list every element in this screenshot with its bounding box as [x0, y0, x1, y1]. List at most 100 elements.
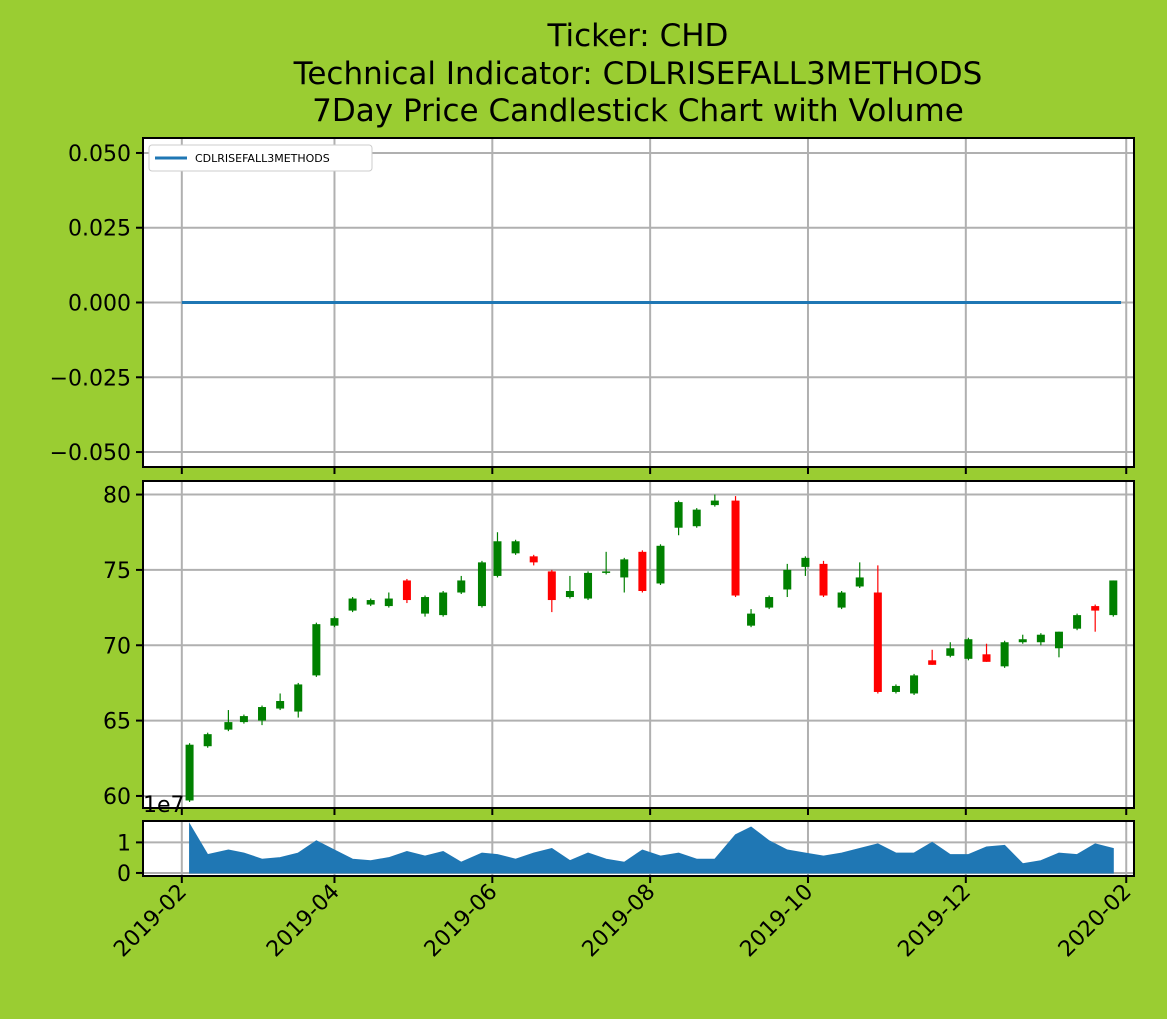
candle-2019-06-03: [493, 532, 502, 578]
x-tick-label-6: 2020-02: [1054, 880, 1137, 963]
x-tick-label-4: 2019-10: [736, 880, 819, 963]
candle-2019-02-25: [239, 714, 248, 724]
candle-body: [348, 598, 357, 611]
candle-2019-05-06: [421, 595, 430, 617]
indicator-frame: [142, 137, 1135, 468]
candle-2019-09-09: [747, 609, 756, 628]
candle-body: [620, 559, 629, 578]
x-tick-label-1: 2019-04: [262, 880, 345, 963]
price-ytick-label-3: 65: [103, 710, 131, 735]
candle-2019-03-04: [258, 705, 267, 726]
indicator-panel: 0.050 0.025 0.000 −0.025 −0.050 CDLRISEFALL3M…: [50, 137, 1135, 474]
candle-body: [1000, 642, 1009, 667]
candle-2019-11-18: [928, 649, 937, 665]
x-tick-label-2: 2019-06: [420, 880, 503, 963]
candle-body: [276, 701, 285, 709]
candle-2019-07-01: [565, 575, 574, 599]
candle-2019-06-10: [511, 539, 520, 555]
indicator-ytick-label-1: 0.025: [68, 217, 131, 242]
candle-2019-04-22: [384, 592, 393, 608]
candle-2019-11-11: [910, 673, 919, 695]
legend-box: [148, 144, 373, 172]
candle-2019-04-15: [366, 598, 375, 607]
price-ytick-label-0: 80: [103, 484, 131, 509]
candle-2019-03-25: [312, 622, 321, 677]
candle-body: [366, 600, 375, 605]
candle-2019-07-22: [620, 557, 629, 593]
candle-body: [477, 562, 486, 607]
title-line-1: Ticker: CHD: [547, 18, 729, 54]
candle-2019-04-08: [348, 597, 357, 613]
candle-body: [421, 597, 430, 614]
candle-2019-03-11: [276, 693, 285, 711]
candle-2019-06-24: [547, 569, 556, 613]
volume-frame: [142, 820, 1135, 877]
candle-2019-02-19: [224, 710, 233, 732]
candle-2019-11-04: [891, 684, 900, 694]
chart-title: Ticker: CHD Technical Indicator: CDLRISE…: [293, 18, 983, 129]
candle-2019-10-14: [837, 591, 846, 610]
candle-2019-03-18: [294, 682, 303, 718]
candle-2019-07-15: [602, 551, 611, 575]
volume-area: [189, 822, 1114, 874]
candle-2019-08-05: [656, 544, 665, 585]
candle-body: [565, 591, 574, 598]
candle-2019-10-21: [855, 562, 864, 588]
candle-body: [928, 660, 937, 665]
candle-2019-02-11: [203, 732, 212, 748]
candle-body: [837, 592, 846, 608]
candle-body: [731, 500, 740, 596]
x-axis: 2019-02 2019-04 2019-06 2019-08 2019-10 2019-…: [109, 880, 1136, 963]
candle-body: [1018, 639, 1027, 643]
candle-2019-09-03: [731, 496, 740, 598]
candle-2020-01-27: [1109, 580, 1118, 617]
candle-2019-12-16: [1000, 640, 1009, 668]
volume-ytick-label-1: 0: [117, 862, 131, 887]
candle-2019-10-07: [819, 560, 828, 598]
candle-2019-12-30: [1036, 633, 1045, 646]
indicator-ytick-label-3: −0.025: [50, 366, 131, 391]
price-ytick-label-4: 60: [103, 785, 131, 810]
candle-2019-04-01: [330, 616, 339, 628]
title-line-3: 7Day Price Candlestick Chart with Volume: [312, 93, 964, 129]
legend-label: CDLRISEFALL3METHODS: [195, 152, 330, 165]
candle-body: [656, 545, 665, 584]
candle-body: [1091, 606, 1100, 611]
candle-2019-05-13: [439, 591, 448, 617]
volume-offset-label: 1e7: [143, 793, 185, 818]
candle-body: [258, 707, 267, 721]
candle-body: [964, 639, 973, 659]
candle-2020-01-06: [1054, 631, 1063, 658]
candle-2019-07-29: [638, 550, 647, 593]
price-frame: [142, 480, 1135, 809]
candle-body: [982, 654, 991, 662]
candle-body: [765, 597, 774, 608]
candle-body: [402, 580, 411, 601]
candle-body: [1109, 580, 1118, 616]
candle-body: [239, 716, 248, 723]
x-tick-label-5: 2019-12: [893, 880, 976, 963]
x-tick-label-3: 2019-08: [578, 880, 661, 963]
candle-2019-06-17: [529, 554, 538, 566]
candle-body: [946, 648, 955, 656]
candle-body: [855, 577, 864, 587]
candle-body: [185, 744, 194, 801]
candle-2019-12-23: [1018, 634, 1027, 644]
price-panel: 80 75 70 65 60: [103, 480, 1135, 815]
candle-2019-08-19: [692, 508, 701, 528]
x-tick-label-0: 2019-02: [109, 880, 192, 963]
legend: CDLRISEFALL3METHODS: [148, 144, 373, 172]
volume-panel: 1 0 1e7: [117, 793, 1135, 887]
candle-2019-12-02: [964, 637, 973, 661]
candle-2020-01-13: [1073, 613, 1082, 631]
candle-2020-01-20: [1091, 604, 1100, 632]
candle-body: [674, 502, 683, 528]
price-ytick-label-1: 75: [103, 559, 131, 584]
candle-body: [873, 592, 882, 692]
candle-body: [330, 618, 339, 626]
candle-body: [493, 541, 502, 576]
candle-2019-05-20: [457, 575, 466, 595]
price-ytick-label-2: 70: [103, 634, 131, 659]
volume-ytick-label-0: 1: [117, 831, 131, 856]
